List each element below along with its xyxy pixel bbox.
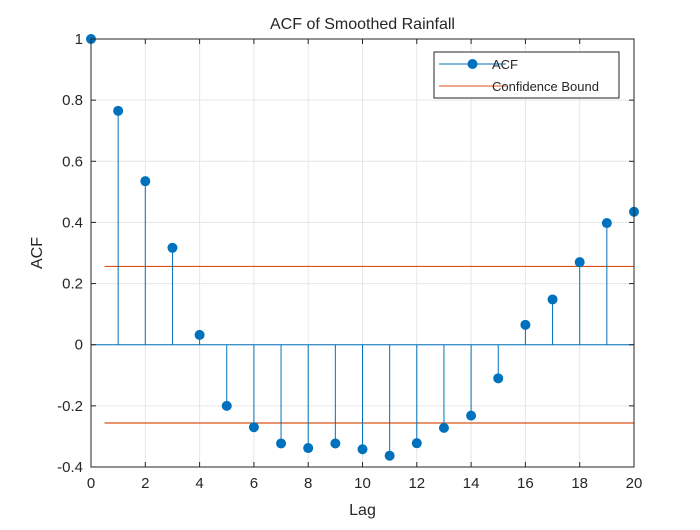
tick-layer: 0 2 4 6 8 10 12 14 16 18 20 -0.4 -0.2 0 0.2 0.4 0.6 0.8 1	[57, 31, 642, 492]
acf-stem-lag-18[interactable]	[574, 257, 585, 345]
x-tick-label: 18	[571, 475, 588, 492]
acf-marker[interactable]	[411, 438, 422, 449]
y-tick-label: 0.2	[62, 276, 83, 293]
bound-layer	[104, 265, 634, 424]
acf-stem-lag-10[interactable]	[357, 344, 368, 455]
acf-marker[interactable]	[574, 257, 585, 268]
acf-marker[interactable]	[194, 329, 205, 340]
x-tick-label: 4	[195, 475, 203, 492]
legend-box	[433, 51, 620, 99]
acf-marker[interactable]	[140, 176, 151, 187]
acf-marker[interactable]	[113, 105, 124, 116]
y-axis-label: ACF	[29, 237, 46, 269]
acf-stem-lag-17[interactable]	[547, 294, 558, 345]
x-axis-label: Lag	[349, 502, 376, 519]
legend-bound-label: Confidence Bound	[492, 79, 599, 94]
acf-marker[interactable]	[248, 422, 259, 433]
acf-marker[interactable]	[520, 319, 531, 330]
acf-stem-lag-4[interactable]	[194, 329, 205, 345]
acf-marker[interactable]	[601, 218, 612, 229]
acf-stem-lag-11[interactable]	[384, 344, 395, 461]
acf-marker[interactable]	[466, 410, 477, 421]
x-tick-label: 10	[354, 475, 371, 492]
acf-stem-lag-12[interactable]	[411, 344, 422, 449]
x-tick-label: 20	[626, 475, 643, 492]
x-tick-label: 14	[463, 475, 480, 492]
acf-marker[interactable]	[221, 400, 232, 411]
y-tick-label: 0.6	[62, 153, 83, 170]
acf-marker[interactable]	[384, 450, 395, 461]
acf-stem-lag-9[interactable]	[330, 344, 341, 449]
acf-marker[interactable]	[493, 373, 504, 384]
acf-stem-lag-6[interactable]	[248, 344, 259, 433]
acf-stem-lag-13[interactable]	[438, 344, 449, 433]
chart-title: ACF of Smoothed Rainfall	[270, 16, 455, 33]
acf-stem-lag-1[interactable]	[113, 105, 124, 345]
legend-acf-marker-icon	[467, 59, 478, 69]
x-tick-label: 2	[141, 475, 149, 492]
y-tick-label: 0.4	[62, 214, 83, 231]
x-tick-label: 16	[517, 475, 534, 492]
y-tick-label: 0	[75, 337, 83, 354]
x-tick-label: 12	[408, 475, 425, 492]
acf-stem-lag-2[interactable]	[140, 176, 151, 345]
acf-stem-lag-14[interactable]	[466, 344, 477, 421]
acf-stem-lag-5[interactable]	[221, 344, 232, 411]
legend-acf-label: ACF	[492, 57, 518, 72]
acf-stem-lag-16[interactable]	[520, 319, 531, 345]
acf-marker[interactable]	[303, 443, 314, 454]
x-tick-label: 6	[250, 475, 258, 492]
y-tick-label: -0.2	[57, 398, 83, 415]
acf-stem-lag-3[interactable]	[167, 242, 178, 345]
legend[interactable]: ACF Confidence Bound	[433, 51, 620, 99]
x-tick-label: 0	[87, 475, 95, 492]
acf-marker[interactable]	[547, 294, 558, 305]
acf-stem-lag-19[interactable]	[601, 218, 612, 345]
acf-stem-lag-7[interactable]	[276, 344, 287, 449]
acf-marker[interactable]	[167, 242, 178, 253]
acf-marker[interactable]	[276, 438, 287, 449]
y-tick-label: -0.4	[57, 459, 83, 476]
x-tick-label: 8	[304, 475, 312, 492]
acf-marker[interactable]	[357, 444, 368, 455]
acf-stem-lag-15[interactable]	[493, 344, 504, 384]
acf-marker[interactable]	[438, 422, 449, 433]
y-tick-label: 0.8	[62, 92, 83, 109]
acf-stem-lag-8[interactable]	[303, 344, 314, 454]
acf-marker[interactable]	[330, 438, 341, 449]
y-tick-label: 1	[75, 31, 83, 48]
